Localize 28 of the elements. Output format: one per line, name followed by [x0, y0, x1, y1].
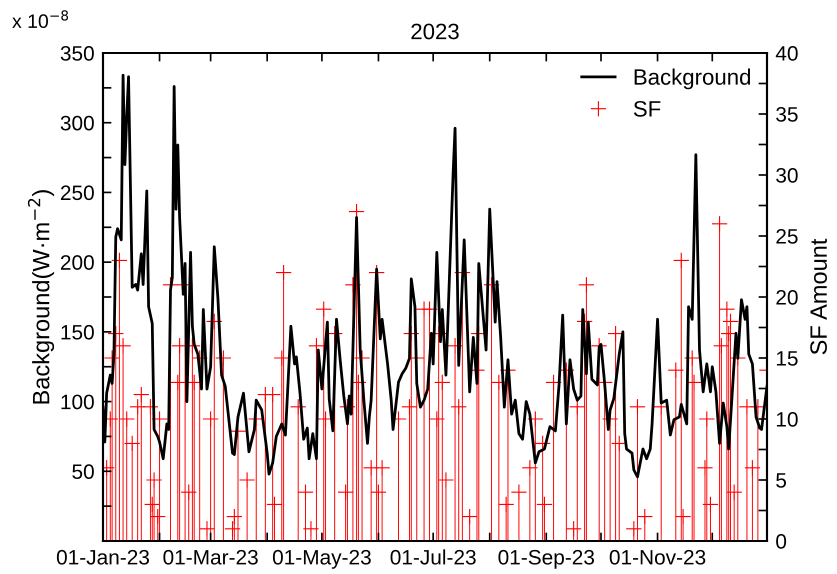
y2-tick-label: 0	[776, 534, 786, 549]
x-tick-label: 01-Mar-23	[163, 550, 258, 565]
y2-axis-title: SF Amount	[810, 238, 827, 354]
y2-tick-label: 30	[776, 168, 798, 183]
x-tick-label: 01-Jul-23	[390, 549, 476, 565]
chart-title: 2023	[411, 24, 459, 40]
y-tick-label: 150	[62, 324, 94, 340]
x-tick-label: 01-Sep-23	[498, 550, 594, 569]
y-tick-label: 300	[60, 116, 94, 130]
x-tick-label: 01-May-23	[272, 550, 371, 569]
y-axis-title: Background(W·m$^{−2}$)	[28, 190, 54, 404]
y2-tick-label: 5	[776, 473, 786, 488]
y-tick-label: 250	[60, 185, 94, 200]
x-tick-label: 01-Nov-23	[610, 550, 706, 565]
y2-tick-label: 15	[776, 351, 798, 366]
y2-tick-label: 40	[776, 46, 798, 61]
y-tick-label: 100	[62, 394, 94, 410]
y-tick-label: 50	[72, 464, 94, 480]
y-tick-label: 350	[60, 46, 94, 61]
y-tick-label: 200	[60, 255, 94, 270]
y2-tick-label: 25	[776, 229, 798, 244]
y2-tick-label: 35	[776, 107, 798, 122]
y2-tick-label: 20	[776, 290, 798, 305]
legend-label: SF	[634, 100, 660, 117]
y2-tick-label: 10	[776, 412, 798, 427]
legend-label: Background	[634, 68, 750, 90]
x-tick-label: 01-Jan-23	[56, 550, 149, 565]
text: x 10$^{−8}$	[12, 10, 68, 28]
